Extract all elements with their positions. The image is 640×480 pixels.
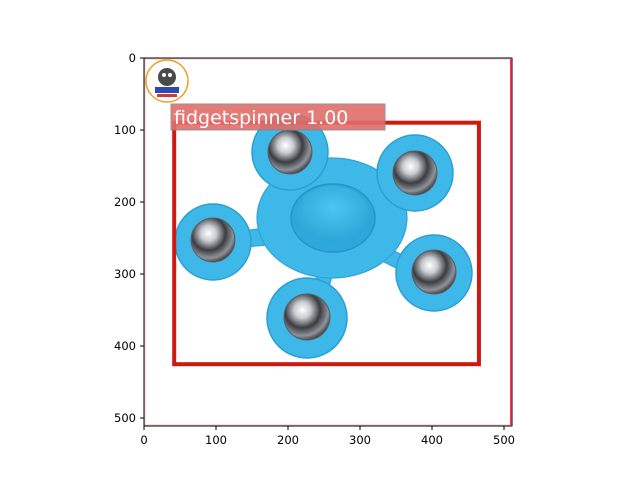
y-tick-label: 200 (114, 195, 136, 209)
detection-label-text: fidgetspinner 1.00 (174, 107, 348, 129)
y-axis: 0 100 200 300 400 500 (114, 51, 144, 425)
y-tick-label: 0 (129, 51, 136, 65)
y-tick-label: 100 (114, 123, 136, 137)
y-tick-label: 400 (114, 339, 136, 353)
x-tick-label: 400 (421, 433, 443, 447)
fidget-spinner (174, 113, 473, 359)
x-tick-label: 0 (140, 433, 147, 447)
x-tick-label: 300 (349, 433, 371, 447)
y-tick-label: 300 (114, 267, 136, 281)
logo-emblem (145, 59, 189, 103)
x-axis: 0 100 200 300 400 500 (140, 426, 515, 447)
x-tick-label: 200 (277, 433, 299, 447)
detection-label: fidgetspinner 1.00 (170, 103, 386, 131)
x-tick-label: 500 (493, 433, 515, 447)
y-tick-label: 500 (114, 411, 136, 425)
x-tick-label: 100 (205, 433, 227, 447)
